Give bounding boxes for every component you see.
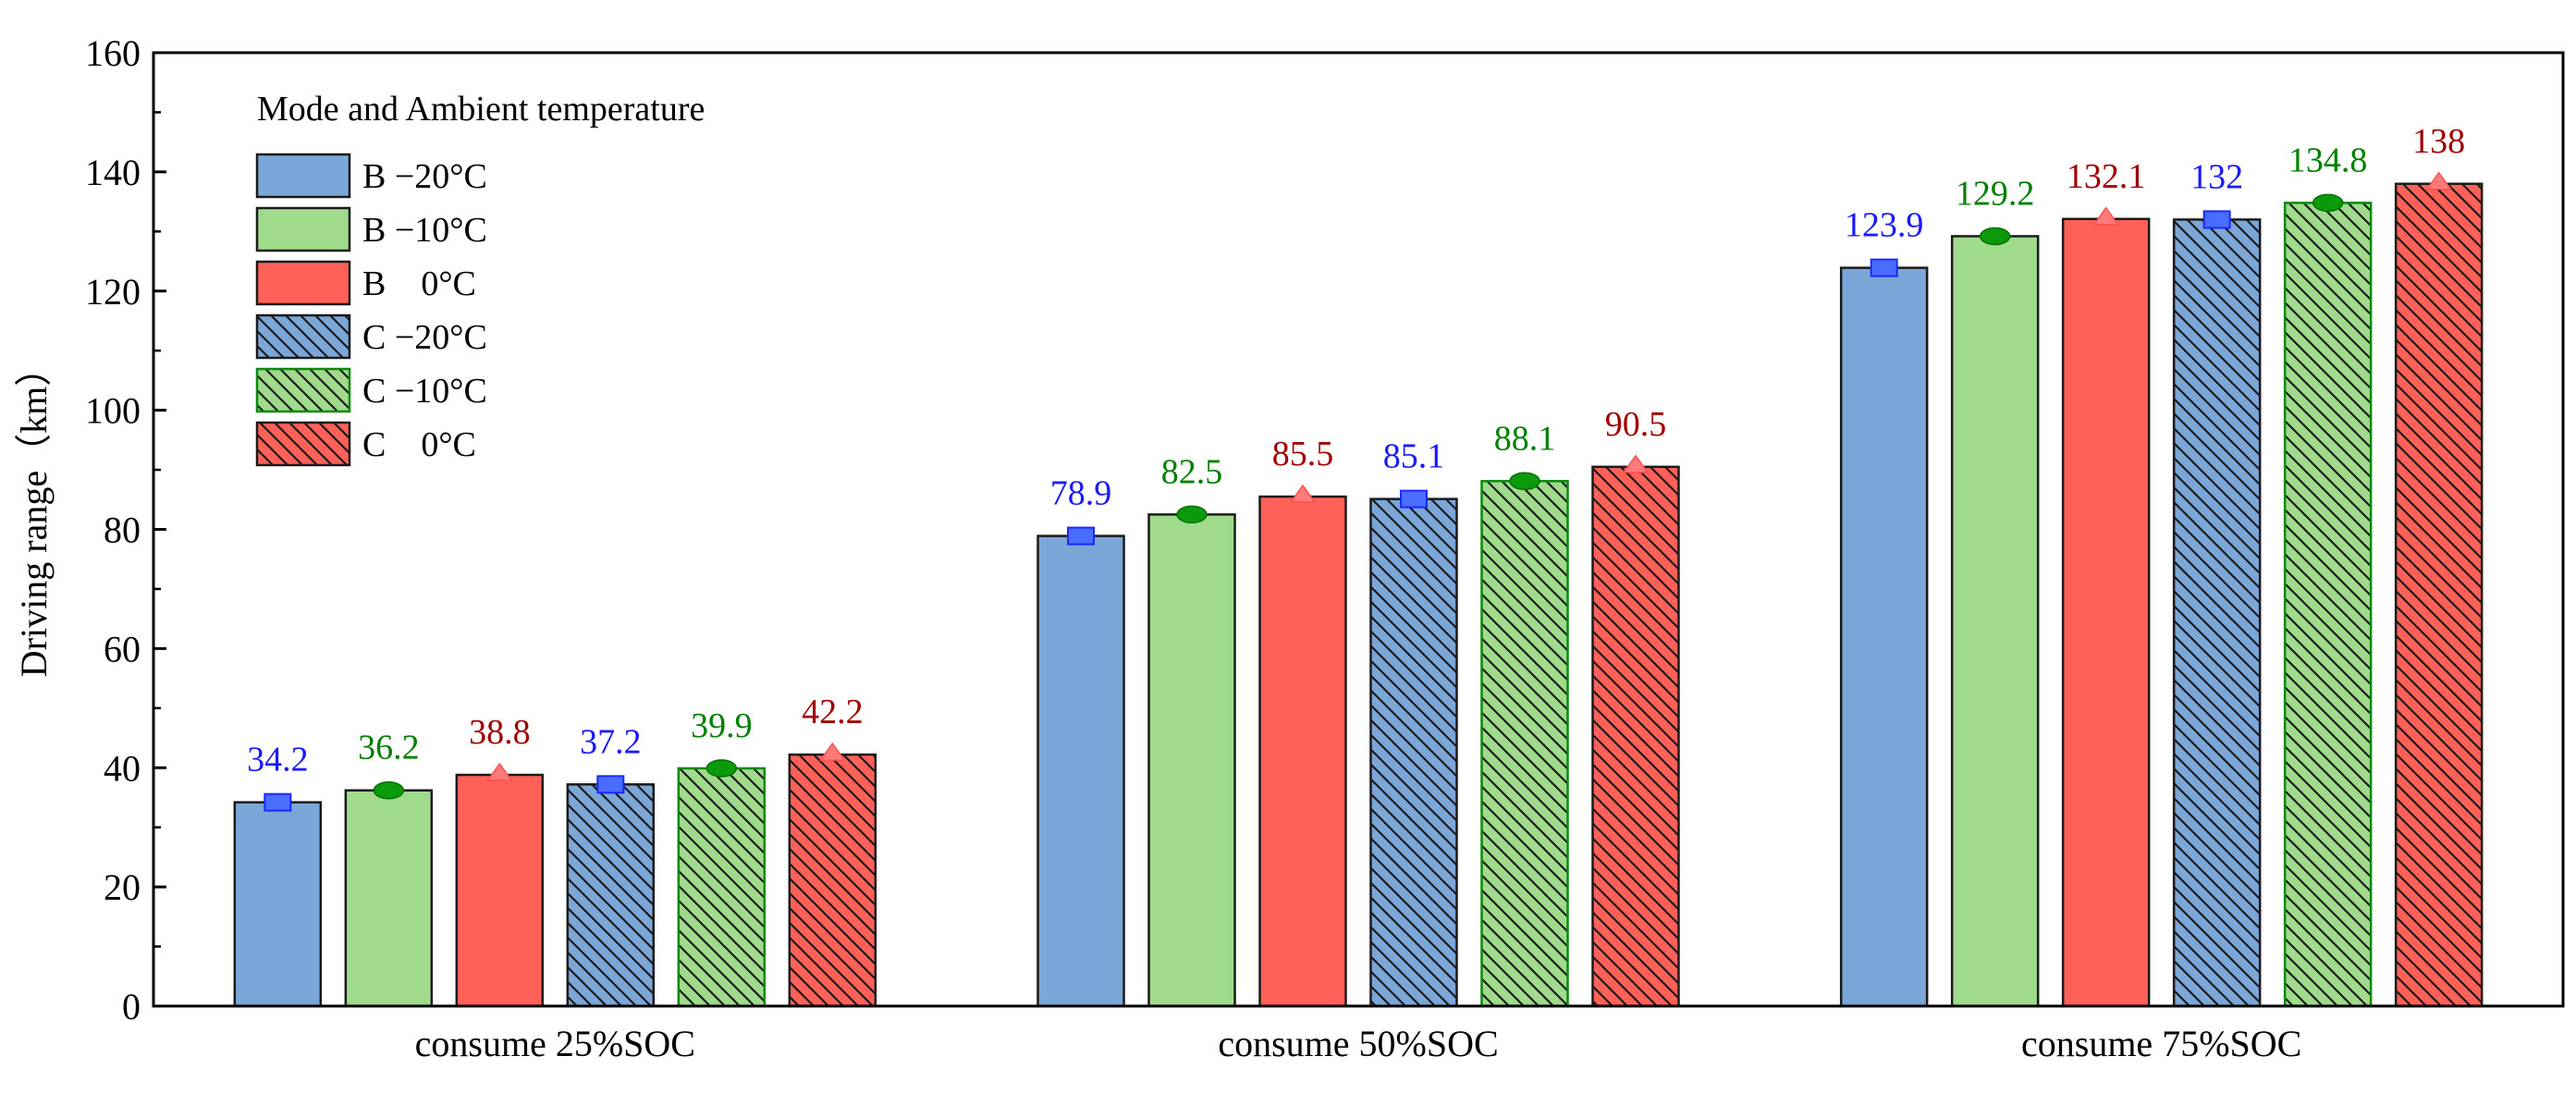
bar-c-10-c-2 xyxy=(1480,480,1569,1008)
y-tick-label-120: 120 xyxy=(85,271,141,313)
legend-label-c-20-c: C −20°C xyxy=(362,318,487,357)
legend-swatch-c-0-c xyxy=(255,421,351,467)
marker-b-0-c-3 xyxy=(2092,206,2120,226)
marker-c-10-c-1 xyxy=(705,759,738,778)
bar-b-20-c-2 xyxy=(1037,534,1125,1008)
legend-label-c-10-c: C −10°C xyxy=(362,372,487,411)
data-label-c-10-c-3: 134.8 xyxy=(2288,141,2368,179)
data-label-c-10-c-2: 88.1 xyxy=(1494,419,1556,458)
bar-c-10-c-3 xyxy=(2283,202,2373,1008)
bar-c-0-c-2 xyxy=(1591,465,1680,1008)
marker-c-0-c-1 xyxy=(818,742,846,761)
bar-b-0-c-1 xyxy=(455,773,545,1008)
data-label-b-10-c-1: 36.2 xyxy=(358,729,420,768)
legend-label-b-20-c: B −20°C xyxy=(362,157,487,196)
legend-title: Mode and Ambient temperature xyxy=(257,90,705,129)
data-label-c-0-c-2: 90.5 xyxy=(1605,405,1667,444)
marker-c-20-c-3 xyxy=(2202,210,2231,229)
legend-swatch-b-10-c xyxy=(255,206,351,252)
data-label-b-0-c-3: 132.1 xyxy=(2067,157,2146,196)
y-tick-label-160: 160 xyxy=(85,32,141,74)
bar-b-10-c-3 xyxy=(1950,235,2040,1008)
bar-c-0-c-1 xyxy=(788,753,877,1008)
data-label-c-20-c-1: 37.2 xyxy=(580,722,642,761)
y-tick-label-80: 80 xyxy=(104,510,141,551)
data-label-b-20-c-3: 123.9 xyxy=(1845,206,1924,245)
marker-c-10-c-3 xyxy=(2312,193,2344,213)
marker-b-10-c-2 xyxy=(1176,505,1208,524)
bar-b-20-c-3 xyxy=(1839,266,1929,1008)
data-label-b-0-c-2: 85.5 xyxy=(1272,435,1334,473)
y-tick-label-140: 140 xyxy=(85,152,141,193)
data-label-b-10-c-3: 129.2 xyxy=(1956,174,2035,213)
marker-c-20-c-1 xyxy=(596,775,625,794)
data-label-c-10-c-1: 39.9 xyxy=(691,706,753,745)
legend: Mode and Ambient temperature B −20°C B −1… xyxy=(255,90,705,467)
data-label-b-20-c-1: 34.2 xyxy=(247,741,309,780)
x-tick-label-2: consume 50%SOC xyxy=(1218,1023,1498,1064)
marker-b-20-c-1 xyxy=(264,792,292,812)
marker-c-10-c-2 xyxy=(1509,472,1540,491)
marker-c-0-c-3 xyxy=(2425,171,2453,190)
legend-label-b-0-c: B 0°C xyxy=(362,264,476,303)
bar-c-0-c-3 xyxy=(2394,182,2484,1008)
data-label-b-20-c-2: 78.9 xyxy=(1050,474,1112,513)
data-label-c-20-c-2: 85.1 xyxy=(1383,437,1445,476)
legend-swatch-c-20-c xyxy=(255,313,351,360)
data-label-c-20-c-3: 132 xyxy=(2190,157,2243,196)
marker-b-20-c-2 xyxy=(1067,526,1095,546)
y-tick-label-40: 40 xyxy=(104,747,141,789)
bar-b-20-c-1 xyxy=(233,801,323,1008)
y-tick-label-0: 0 xyxy=(122,986,141,1027)
marker-c-20-c-2 xyxy=(1400,489,1428,509)
legend-label-b-10-c: B −10°C xyxy=(362,211,487,250)
bar-c-20-c-1 xyxy=(566,783,656,1008)
data-label-b-10-c-2: 82.5 xyxy=(1161,452,1223,491)
bar-c-20-c-3 xyxy=(2172,218,2262,1008)
data-label-c-0-c-1: 42.2 xyxy=(802,693,864,731)
y-tick-label-100: 100 xyxy=(85,390,141,432)
marker-b-0-c-1 xyxy=(485,762,513,781)
x-tick-label-3: consume 75%SOC xyxy=(2021,1023,2301,1064)
y-tick-label-20: 20 xyxy=(104,866,141,908)
marker-b-10-c-1 xyxy=(373,780,405,800)
data-label-c-0-c-3: 138 xyxy=(2412,122,2465,161)
legend-label-c-0-c: C 0°C xyxy=(362,425,476,464)
bar-b-10-c-2 xyxy=(1147,513,1236,1008)
bar-b-10-c-1 xyxy=(344,789,434,1008)
marker-b-10-c-3 xyxy=(1979,227,2011,246)
bar-b-0-c-3 xyxy=(2061,217,2151,1008)
legend-swatch-b-20-c xyxy=(255,153,351,199)
legend-swatch-b-0-c xyxy=(255,260,351,306)
data-label-b-0-c-1: 38.8 xyxy=(469,713,531,752)
marker-b-0-c-2 xyxy=(1289,484,1317,503)
x-tick-label-1: consume 25%SOC xyxy=(415,1023,695,1064)
y-tick-label-60: 60 xyxy=(104,628,141,669)
y-axis-label: Driving range（km） xyxy=(13,350,55,677)
bar-b-0-c-2 xyxy=(1258,495,1347,1008)
legend-swatch-c-10-c xyxy=(255,367,351,413)
marker-b-20-c-3 xyxy=(1870,258,1898,277)
axes-layer: consume 25%SOC consume 50%SOC consume 75%S… xyxy=(85,32,2565,1064)
bar-c-10-c-1 xyxy=(677,767,767,1008)
bar-c-20-c-2 xyxy=(1369,497,1458,1008)
marker-c-0-c-2 xyxy=(1622,454,1650,473)
